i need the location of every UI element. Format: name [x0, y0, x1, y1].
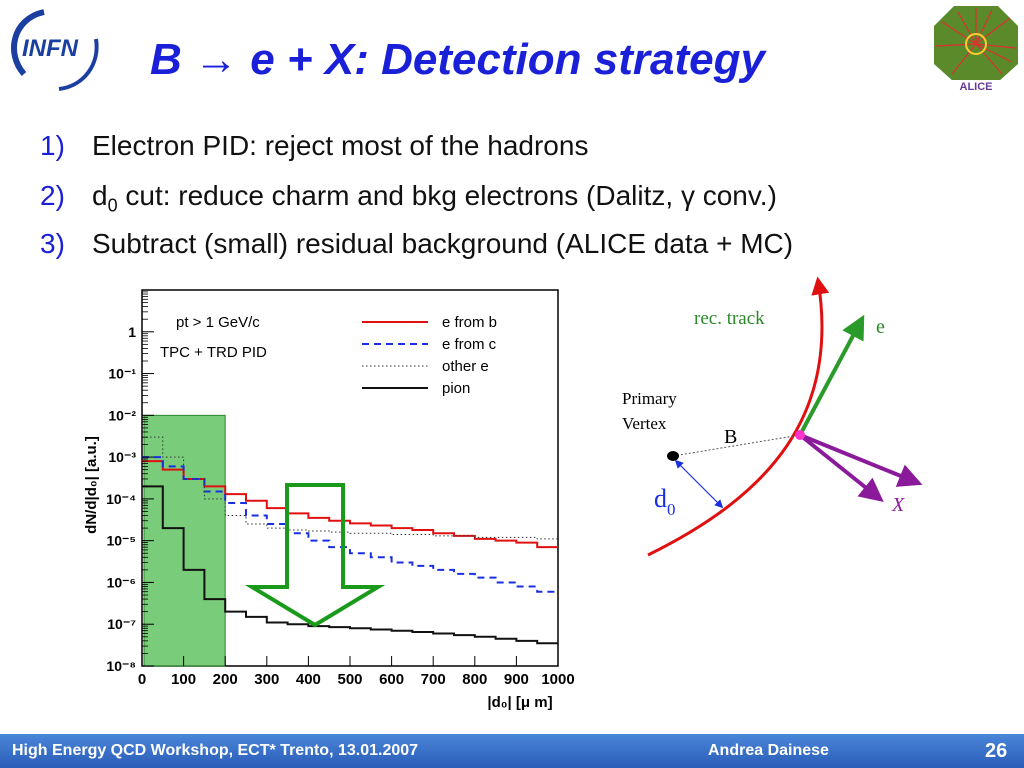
d0-cut-region	[143, 414, 226, 667]
page-number: 26	[985, 740, 1008, 762]
bullet-3-number: 3)	[40, 228, 65, 259]
x-tick-label-900: 900	[504, 671, 529, 688]
reduction-arrow	[244, 483, 386, 628]
annotation-pt: pt > 1 GeV/c	[176, 314, 260, 331]
slide-title: B → e + X: Detection strategy	[150, 35, 765, 84]
electron-track	[798, 314, 865, 436]
series-line-e-from-c	[142, 456, 558, 593]
infn-logo: INFN	[11, 9, 99, 91]
y-tick-label-1: 10⁻⁷	[107, 616, 136, 632]
series-line-pion	[142, 485, 558, 645]
x-tick-label-200: 200	[213, 671, 238, 688]
legend-label-other-e: other e	[442, 358, 489, 375]
reconstructed-track	[647, 276, 830, 557]
x-tick-label-1000: 1000	[541, 671, 574, 688]
y-tick-label-2: 10⁻⁶	[107, 574, 136, 590]
bullet-2-text: cut: reduce charm and bkg electrons (Dal…	[117, 180, 777, 211]
bullet-2: 2) d0 cut: reduce charm and bkg electrons…	[40, 180, 777, 217]
bullet-1: 1) Electron PID: reject most of the hadro…	[40, 130, 588, 162]
series-layer	[142, 436, 558, 645]
x-tick-label-800: 800	[462, 671, 487, 688]
legend: e from b e from c other e pion	[362, 314, 497, 397]
x-axis-label: |d₀| [μ m]	[487, 694, 552, 711]
x-tick-label-400: 400	[296, 671, 321, 688]
x-track-1	[799, 433, 923, 487]
y-tick-label-6: 10⁻²	[108, 407, 136, 423]
bullet-3: 3) Subtract (small) residual background (…	[40, 228, 793, 260]
bullet-3-text: Subtract (small) residual background (AL…	[92, 228, 794, 259]
secondary-vertex-marker	[795, 430, 805, 440]
infn-logo-text: INFN	[22, 35, 79, 62]
alice-logo-text: ALICE	[960, 81, 993, 92]
bullet-1-number: 1)	[40, 130, 65, 161]
bullet-2-sub: 0	[107, 195, 118, 216]
x-tick-label-600: 600	[379, 671, 404, 688]
annotation-pid: TPC + TRD PID	[160, 344, 267, 361]
d0-distribution-chart: 0 100 200 300 400 500 600 700 800 900 1000 10⁻⁸ 10⁻⁷…	[83, 289, 575, 711]
x-tick-label-300: 300	[254, 671, 279, 688]
y-tick-label-5: 10⁻³	[108, 449, 136, 465]
d0-arrow	[674, 459, 724, 509]
y-tick-label-8: 1	[128, 324, 136, 340]
series-line-e-from-b	[142, 460, 558, 549]
y-tick-label-7: 10⁻¹	[108, 366, 136, 382]
footer-author: Andrea Dainese	[708, 742, 829, 759]
x-label: X	[891, 494, 905, 516]
y-tick-label-3: 10⁻⁵	[106, 533, 136, 549]
y-tick-label-0: 10⁻⁸	[106, 658, 136, 674]
bullet-1-text: Electron PID: reject most of the hadrons	[92, 130, 589, 161]
footer-bar: High Energy QCD Workshop, ECT* Trento, 1…	[0, 734, 1024, 768]
bullet-2-number: 2)	[40, 180, 65, 211]
rec-track-label: rec. track	[694, 308, 765, 329]
primary-vertex-marker	[667, 451, 679, 461]
bullet-2-pre: d	[92, 180, 108, 211]
footer-conference: High Energy QCD Workshop, ECT* Trento, 1…	[12, 742, 419, 759]
primary-vertex-label-1: Primary	[622, 389, 677, 408]
electron-label: e	[876, 316, 885, 338]
y-tick-label-4: 10⁻⁴	[106, 491, 136, 507]
legend-label-e-from-c: e from c	[442, 336, 497, 353]
alice-logo: ALICE	[934, 6, 1018, 92]
x-tick-label-500: 500	[337, 671, 362, 688]
b-flight-line	[672, 434, 801, 457]
x-track-2	[798, 433, 884, 502]
legend-label-e-from-b: e from b	[442, 314, 497, 331]
x-tick-label-100: 100	[171, 671, 196, 688]
x-tick-label-0: 0	[138, 671, 146, 688]
d0-label: d0	[654, 484, 676, 519]
axis-layer: 0 100 200 300 400 500 600 700 800 900 1000 10⁻⁸ 10⁻⁷…	[106, 291, 575, 688]
legend-label-pion: pion	[442, 380, 470, 397]
primary-vertex-label-2: Vertex	[622, 414, 667, 433]
decay-diagram: rec. track e Primary Vertex B d0 X	[622, 276, 923, 557]
b-label: B	[724, 426, 737, 448]
y-axis-label: dN/d|d₀| [a.u.]	[83, 436, 100, 534]
series-line-other-e	[142, 436, 558, 540]
x-tick-label-700: 700	[421, 671, 446, 688]
